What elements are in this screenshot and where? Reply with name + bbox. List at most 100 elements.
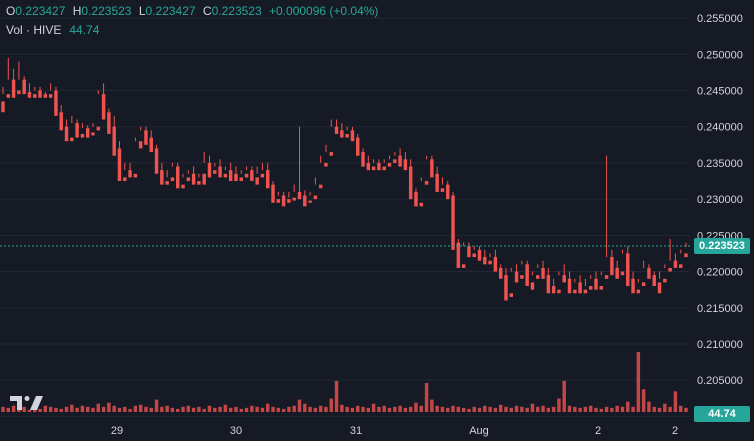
candle: [11, 68, 16, 98]
volume-bar: [483, 405, 487, 412]
volume-bar: [403, 407, 408, 412]
candle: [604, 155, 609, 279]
volume-bar: [536, 406, 540, 412]
volume-value: 44.74: [69, 23, 100, 37]
candle-body: [234, 173, 238, 182]
candle: [652, 271, 656, 287]
volume-bar: [493, 407, 498, 412]
volume-bar: [382, 405, 386, 412]
time-axis[interactable]: 29 30 31 Aug 2 2: [111, 425, 678, 437]
low-label: L: [138, 4, 146, 18]
candle: [350, 126, 355, 142]
candle-body: [85, 128, 90, 138]
last-price-tag: 0.223523: [694, 238, 750, 255]
candle: [504, 267, 508, 301]
candle-body: [488, 260, 492, 265]
volume-bar: [451, 405, 455, 412]
volume-bar: [408, 406, 413, 412]
candle: [435, 166, 439, 192]
candle-body: [610, 257, 614, 276]
volume-bar: [472, 406, 476, 412]
volume-bar: [128, 408, 132, 412]
candle: [297, 126, 302, 200]
volume-bar: [11, 405, 16, 412]
candle-body: [641, 282, 646, 287]
candle-body: [250, 170, 254, 182]
volume-bar: [430, 399, 434, 412]
volume-bar: [498, 404, 503, 412]
volume-bar: [345, 406, 349, 412]
candle-body: [530, 282, 535, 290]
candle-body: [170, 177, 175, 182]
volume-bar: [557, 398, 561, 412]
candle-body: [403, 159, 408, 171]
candle-body: [504, 275, 508, 301]
candle-body: [112, 126, 116, 156]
candle-body: [652, 275, 656, 287]
candle-body: [149, 137, 153, 153]
price-axis[interactable]: 0.255000 0.250000 0.245000 0.240000 0.235000…: [690, 0, 754, 441]
volume-bar: [562, 380, 566, 412]
volume-bar: [197, 406, 201, 412]
candle-body: [663, 278, 667, 283]
candle-body: [419, 202, 423, 207]
candle-body: [599, 286, 604, 290]
candle: [398, 148, 402, 167]
candle: [493, 249, 498, 272]
tradingview-logo-icon[interactable]: [8, 392, 46, 412]
candle: [403, 152, 408, 171]
candle: [594, 271, 598, 290]
candle-body: [615, 267, 619, 279]
candle: [80, 123, 85, 138]
candle-body: [588, 286, 593, 290]
candle-body: [461, 264, 466, 268]
volume-bar: [91, 407, 95, 412]
volume-bar: [133, 405, 138, 412]
candle: [303, 190, 307, 207]
volume-bar: [112, 405, 116, 412]
volume-bar: [356, 405, 360, 412]
candle: [281, 191, 286, 207]
y-tick-label: 0.220000: [697, 267, 743, 279]
volume-bar: [546, 407, 551, 412]
candle: [467, 242, 471, 258]
candle: [647, 264, 651, 279]
x-tick-label: Aug: [469, 425, 489, 437]
candle: [260, 162, 265, 178]
candle: [329, 119, 333, 156]
candle-body: [191, 173, 196, 185]
volume-bar: [313, 407, 318, 412]
candle: [27, 83, 32, 98]
candle-body: [59, 112, 63, 131]
candle-body: [657, 282, 662, 294]
candle-body: [440, 188, 445, 192]
candle-body: [303, 195, 307, 207]
volume-bar: [287, 406, 291, 412]
volume-bar: [6, 407, 11, 412]
volume-bar: [170, 407, 175, 412]
candle: [393, 152, 397, 163]
volume-bar: [223, 404, 228, 412]
volume-bar: [250, 405, 254, 412]
candle: [266, 162, 270, 189]
volume-bar: [191, 407, 196, 412]
candle-body: [636, 289, 641, 294]
candle-body: [22, 79, 26, 95]
volume-bar: [149, 407, 153, 412]
volume-bar: [85, 406, 90, 412]
volume-bar: [80, 405, 85, 412]
volume-bar: [324, 406, 328, 412]
volume-bar: [678, 405, 683, 412]
volume-bar: [334, 380, 339, 412]
candle: [583, 278, 588, 294]
candle-body: [557, 289, 561, 294]
close-value: 0.223523: [211, 4, 262, 18]
candle-body: [160, 170, 164, 185]
candle: [64, 119, 69, 142]
candle: [424, 155, 429, 185]
volume-bar: [652, 406, 656, 412]
candle: [228, 162, 233, 182]
candle: [626, 246, 630, 287]
